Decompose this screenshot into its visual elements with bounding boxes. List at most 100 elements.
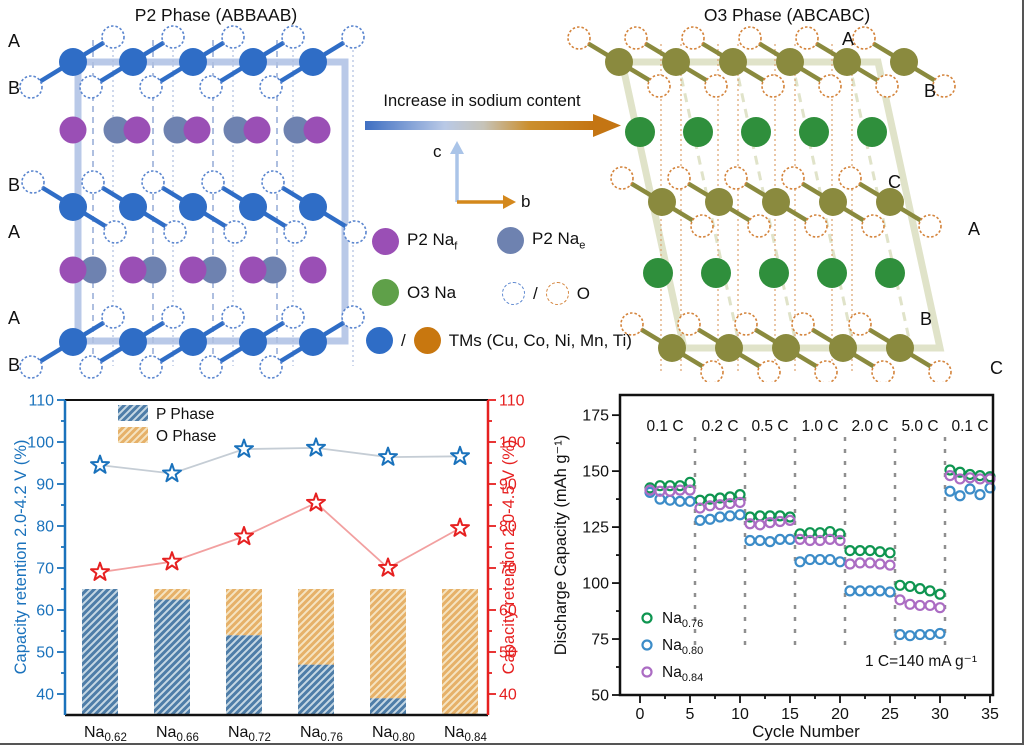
svg-text:50: 50	[36, 645, 54, 662]
svg-text:Capacity retention 2.0-4.2 V (: Capacity retention 2.0-4.2 V (%)	[12, 440, 30, 675]
svg-text:P Phase: P Phase	[156, 406, 214, 423]
svg-text:0.2 C: 0.2 C	[701, 418, 738, 435]
category-labels: Na0.62 Na0.66 Na0.72 Na0.76 Na0.80 Na0.84	[84, 724, 487, 744]
axes: 40 40 50 50 60 60 70 70 80 80 90 90 100 100 110 110	[27, 393, 526, 717]
rate-dividers	[693, 437, 947, 653]
svg-text:15: 15	[781, 706, 799, 723]
svg-text:80: 80	[36, 519, 54, 536]
scatter-legend: Na0.76 Na0.80 Na0.84	[641, 610, 703, 684]
svg-text:90: 90	[36, 477, 54, 494]
capacity-retention-chart: 40 40 50 50 60 60 70 70 80 80 90 90 100 100 110 110 Na0.…	[12, 393, 526, 744]
retention-line-0	[90, 437, 470, 483]
legend-item-oxygen: / O	[502, 282, 590, 305]
phase-fraction-bars	[82, 589, 478, 715]
svg-text:1.0 C: 1.0 C	[801, 418, 838, 435]
crystal-structures-svg: A B B A A B A B C A B C	[8, 25, 1003, 382]
tm-blue-swatch	[366, 327, 393, 354]
svg-text:Na0.84: Na0.84	[662, 664, 703, 684]
svg-text:100: 100	[499, 435, 526, 452]
svg-text:B: B	[8, 175, 20, 195]
scatter-series-0	[644, 464, 996, 600]
svg-text:10: 10	[731, 706, 749, 723]
scatter-series-1	[644, 482, 996, 642]
p2-structure: A B B A A B	[8, 25, 367, 379]
svg-text:110: 110	[499, 393, 525, 410]
svg-text:0: 0	[636, 706, 645, 723]
svg-text:Na0.76: Na0.76	[662, 610, 703, 630]
svg-text:70: 70	[499, 561, 517, 578]
p2-nae-color-swatch	[497, 227, 524, 254]
oxygen-blue-swatch	[502, 282, 525, 305]
svg-text:A: A	[8, 308, 20, 328]
svg-text:C: C	[990, 358, 1003, 378]
svg-text:Cycle Number: Cycle Number	[752, 722, 860, 741]
svg-text:5: 5	[686, 706, 695, 723]
svg-text:0.1 C: 0.1 C	[951, 418, 988, 435]
svg-text:1 C=140 mA g⁻¹: 1 C=140 mA g⁻¹	[865, 653, 977, 670]
legend-item-p2-nae: P2 Nae	[497, 227, 585, 254]
o3-na-label: O3 Na	[407, 282, 457, 302]
svg-text:35: 35	[981, 706, 999, 723]
tms-label: TMs (Cu, Co, Ni, Mn, Ti)	[448, 330, 632, 350]
svg-text:20: 20	[831, 706, 849, 723]
o3-structure: A B C A B C	[567, 26, 1003, 382]
retention-line-1	[90, 492, 470, 581]
svg-text:40: 40	[36, 687, 54, 704]
svg-text:O Phase: O Phase	[156, 428, 216, 445]
svg-text:50: 50	[591, 688, 609, 705]
svg-text:A: A	[8, 222, 20, 242]
svg-text:5.0 C: 5.0 C	[901, 418, 938, 435]
svg-text:60: 60	[499, 603, 517, 620]
svg-text:110: 110	[28, 393, 54, 410]
svg-text:60: 60	[36, 603, 54, 620]
svg-text:0.5 C: 0.5 C	[751, 418, 788, 435]
b-axis-label: b	[521, 192, 531, 211]
svg-text:Na0.80: Na0.80	[662, 637, 703, 657]
svg-text:25: 25	[881, 706, 899, 723]
svg-text:Discharge Capacity (mAh g⁻¹): Discharge Capacity (mAh g⁻¹)	[552, 435, 570, 656]
svg-text:A: A	[842, 29, 854, 49]
svg-text:175: 175	[582, 408, 609, 425]
c-axis-label: c	[433, 142, 442, 161]
svg-text:150: 150	[582, 464, 609, 481]
p2-naf-color-swatch	[372, 228, 399, 255]
svg-text:B: B	[8, 355, 20, 375]
svg-text:B: B	[8, 78, 20, 98]
tm-orange-swatch	[413, 327, 441, 354]
bar-legend: P Phase O Phase	[118, 405, 216, 445]
svg-text:80: 80	[499, 519, 517, 536]
sodium-content-arrow	[365, 114, 621, 137]
svg-text:50: 50	[499, 645, 517, 662]
svg-text:Na0.72: Na0.72	[228, 724, 271, 744]
legend-item-o3-na: O3 Na	[372, 279, 456, 306]
svg-text:75: 75	[591, 632, 609, 649]
svg-text:Na0.80: Na0.80	[372, 724, 415, 744]
legend-item-p2-naf: P2 Naf	[372, 228, 457, 255]
rate-labels: 0.1 C 0.2 C 0.5 C 1.0 C 2.0 C 5.0 C 0.1 C	[646, 418, 988, 435]
cb-axes	[450, 141, 516, 209]
svg-text:70: 70	[36, 561, 54, 578]
svg-text:125: 125	[582, 520, 609, 537]
svg-text:30: 30	[931, 706, 949, 723]
svg-text:90: 90	[499, 477, 517, 494]
svg-text:Na0.76: Na0.76	[300, 724, 343, 744]
svg-text:100: 100	[27, 435, 54, 452]
svg-text:40: 40	[499, 687, 517, 704]
sodium-content-arrow-label: Increase in sodium content	[383, 92, 581, 110]
p2-nae-label: P2 Nae	[532, 229, 586, 252]
svg-text:A: A	[968, 219, 980, 239]
o3-na-color-swatch	[372, 279, 399, 306]
svg-text:100: 100	[582, 576, 609, 593]
axes: 50 75 100 125 150 175 0 5 10 15 20 25 30 35	[582, 393, 999, 723]
svg-text:B: B	[920, 309, 932, 329]
p2-phase-title: P2 Phase (ABBAAB)	[134, 5, 298, 25]
svg-text:B: B	[924, 81, 936, 101]
svg-text:Na0.66: Na0.66	[156, 724, 199, 744]
o3-phase-title: O3 Phase (ABCABC)	[703, 5, 871, 25]
slash-separator: /	[401, 330, 406, 350]
svg-text:0.1 C: 0.1 C	[646, 418, 683, 435]
scatter-series-2	[644, 469, 996, 614]
svg-text:Na0.84: Na0.84	[444, 724, 487, 744]
oxygen-orange-swatch	[545, 282, 569, 305]
